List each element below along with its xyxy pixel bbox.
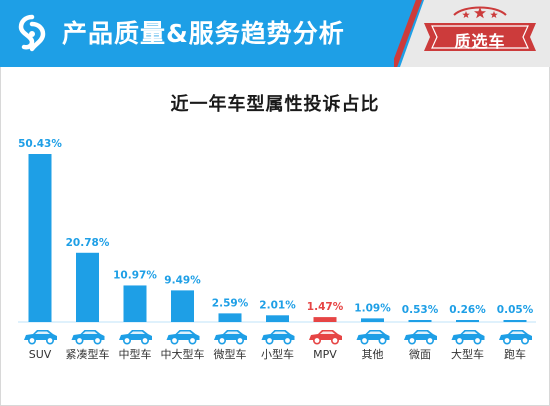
header-banner: 产品质量&服务趋势分析 质选车 (0, 0, 550, 67)
category-label: 其他 (362, 348, 384, 361)
data-label: 0.26% (449, 304, 486, 316)
category-label: 小型车 (261, 347, 294, 361)
bar (76, 252, 99, 322)
bar (266, 315, 289, 322)
car-icon (24, 330, 57, 345)
bar (456, 320, 479, 322)
bar (123, 285, 147, 322)
car-icon (71, 330, 105, 345)
data-label: 9.49% (164, 274, 201, 286)
category-label: 微面 (409, 347, 431, 361)
chart-title: 近一年车型属性投诉占比 (170, 94, 380, 115)
bar (503, 320, 527, 322)
data-label: 0.05% (497, 304, 534, 316)
car-icon (451, 330, 485, 345)
data-label: 1.47% (307, 301, 344, 313)
quality-badge-icon (424, 6, 536, 51)
data-label: 1.09% (354, 302, 391, 314)
data-label: 0.53% (402, 304, 439, 316)
data-label: 10.97% (113, 269, 157, 281)
car-icon (404, 330, 437, 345)
car-icon (309, 330, 342, 345)
car-icon (214, 330, 247, 345)
car-icon (356, 330, 390, 345)
header-title: 产品质量&服务趋势分析 (62, 19, 345, 48)
data-label: 50.43% (18, 138, 62, 150)
category-label: SUV (29, 348, 52, 361)
category-label: 微型车 (214, 347, 247, 361)
bar (408, 320, 432, 322)
car-icon (261, 330, 295, 345)
category-label: 中大型车 (161, 347, 205, 361)
car-icon (166, 330, 200, 345)
bar (171, 290, 194, 322)
badge-label: 质选车 (454, 32, 506, 51)
category-label: 中型车 (119, 347, 152, 361)
bar (218, 313, 242, 322)
category-label: 大型车 (451, 347, 484, 361)
data-label: 20.78% (66, 237, 110, 249)
brand-logo-icon (18, 14, 46, 52)
bar (313, 317, 337, 322)
car-icon (119, 330, 152, 345)
bar (361, 318, 384, 322)
bar (28, 154, 52, 322)
data-label: 2.59% (212, 297, 249, 309)
category-label: 紧凑型车 (66, 347, 110, 361)
car-icon (499, 330, 532, 345)
category-label: 跑车 (504, 347, 526, 361)
category-label: MPV (313, 348, 337, 361)
data-label: 2.01% (259, 299, 296, 311)
